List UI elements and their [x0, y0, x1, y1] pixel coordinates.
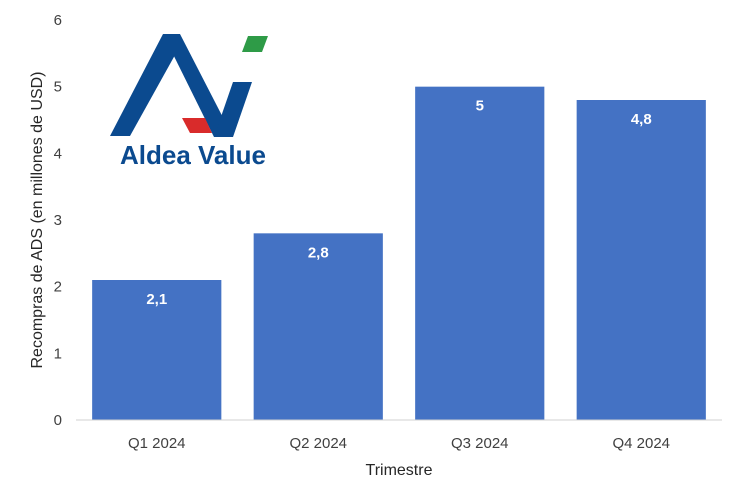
- bars: [92, 86, 706, 421]
- y-tick-label: 6: [54, 12, 62, 29]
- x-axis-ticks: Q1 2024 Q2 2024 Q3 2024 Q4 2024: [128, 435, 670, 452]
- y-axis-title: Recompras de ADS (en millones de USD): [29, 71, 46, 368]
- bar-data-label: 2,8: [308, 244, 329, 261]
- x-tick-label: Q4 2024: [612, 435, 670, 452]
- x-tick-label: Q3 2024: [451, 435, 509, 452]
- bar: [576, 100, 706, 420]
- aldea-value-logo: Aldea Value: [110, 34, 268, 170]
- bar-data-label: 5: [476, 98, 484, 115]
- y-tick-label: 0: [54, 412, 62, 429]
- logo-text: Aldea Value: [120, 140, 266, 170]
- y-axis-ticks: 0 1 2 3 4 5 6: [54, 12, 62, 429]
- y-tick-label: 2: [54, 279, 62, 296]
- y-tick-label: 3: [54, 212, 62, 229]
- bar-data-label: 4,8: [631, 111, 652, 128]
- logo-green-accent: [242, 36, 268, 52]
- y-tick-label: 5: [54, 79, 62, 96]
- logo-right-stroke: [163, 34, 233, 137]
- logo-v-stroke: [214, 82, 252, 137]
- x-tick-label: Q1 2024: [128, 435, 186, 452]
- bar-data-labels: 2,1 2,8 5 4,8: [146, 98, 651, 308]
- bar: [92, 280, 222, 420]
- bar-data-label: 2,1: [146, 291, 167, 308]
- logo-left-stroke: [110, 34, 180, 136]
- logo-red-accent: [182, 118, 212, 133]
- y-tick-label: 4: [54, 145, 62, 162]
- x-tick-label: Q2 2024: [289, 435, 347, 452]
- bar: [415, 86, 545, 421]
- bar: [253, 233, 383, 420]
- x-axis-title: Trimestre: [366, 462, 433, 479]
- y-tick-label: 1: [54, 345, 62, 362]
